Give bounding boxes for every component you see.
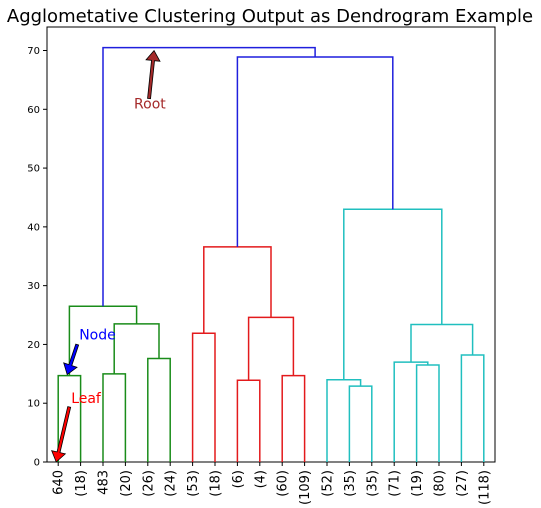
dendrogram-links [57, 46, 485, 462]
leaf-arrow [51, 406, 72, 463]
y-tick-label: 60 [27, 105, 40, 116]
plot-area-frame [46, 26, 496, 463]
y-axis: 0 10 20 30 40 50 60 70 [27, 46, 47, 469]
dendrogram-link-green [57, 374, 82, 462]
x-tick-label: (109) [298, 470, 313, 505]
y-tick-label: 0 [34, 458, 40, 469]
x-tick-label: (35) [343, 470, 358, 497]
chart-title: Agglometative Clustering Output as Dendr… [7, 6, 533, 27]
x-tick-label: (35) [365, 470, 380, 497]
y-tick-label: 10 [27, 399, 40, 410]
dendrogram-link-cyan [460, 354, 485, 462]
dendrogram-link-green [102, 373, 127, 462]
annotations: Root Node Leaf [51, 49, 166, 463]
dendrogram-link-root [236, 56, 394, 247]
dendrogram-link-red [281, 374, 306, 462]
dendrogram-link-cyan [348, 385, 373, 462]
x-tick-label: 483 [97, 470, 112, 495]
x-tick-label: (18) [209, 470, 224, 497]
x-tick-label: (118) [477, 470, 492, 505]
x-tick-label: (6) [231, 470, 246, 488]
dendrogram-link-green [147, 357, 171, 462]
node-annotation-label: Node [79, 328, 116, 344]
dendrogram-link-cyan [410, 323, 474, 363]
node-arrow [63, 343, 80, 376]
x-axis: 640 (18) 483 (20) (26) (24) (53) (18) (6) (4) (60)… [52, 462, 492, 505]
x-tick-label: 640 [52, 470, 67, 495]
y-tick-label: 50 [27, 164, 40, 175]
x-tick-label: (53) [186, 470, 201, 497]
x-tick-label: (4) [253, 470, 268, 488]
x-tick-label: (27) [455, 470, 470, 497]
dendrogram-link-cyan [393, 361, 429, 462]
x-tick-label: (24) [164, 470, 179, 497]
y-tick-label: 30 [27, 281, 40, 292]
root-annotation-label: Root [134, 97, 166, 113]
dendrogram-link-cyan [326, 378, 362, 462]
x-tick-label: (26) [141, 470, 156, 497]
y-tick-label: 40 [27, 222, 40, 233]
x-tick-label: (18) [74, 470, 89, 497]
dendrogram-link-red [247, 316, 295, 381]
leaf-annotation-label: Leaf [71, 391, 102, 407]
x-tick-label: (80) [433, 470, 448, 497]
dendrogram-link-root [102, 46, 316, 307]
y-tick-label: 20 [27, 340, 40, 351]
x-tick-label: (19) [410, 470, 425, 497]
root-arrow [145, 49, 161, 100]
x-tick-label: (71) [388, 470, 403, 497]
dendrogram-link-red [191, 332, 216, 462]
dendrogram-link-green [68, 305, 138, 376]
dendrogram-link-red [236, 379, 261, 462]
dendrogram-link-cyan [343, 208, 443, 380]
x-tick-label: (60) [276, 470, 291, 497]
x-tick-label: (52) [321, 470, 336, 497]
x-tick-label: (20) [119, 470, 134, 497]
dendrogram-link-cyan [415, 364, 440, 462]
y-tick-label: 70 [27, 46, 40, 57]
dendrogram-link-green [113, 323, 160, 374]
dendrogram-link-red [203, 246, 272, 334]
